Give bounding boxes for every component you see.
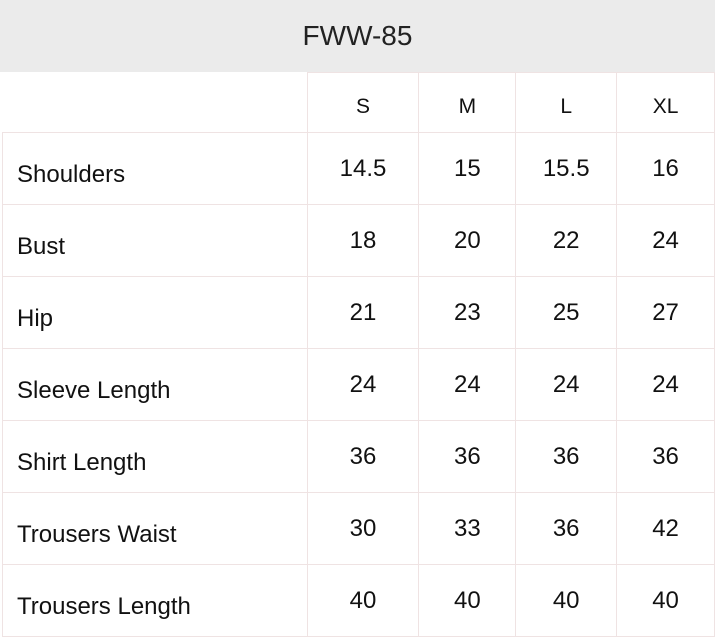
header-row: S M L XL: [2, 72, 715, 133]
measurement-value: 15: [418, 132, 517, 205]
measurement-value: 16: [616, 132, 715, 205]
measurement-value: 23: [418, 276, 517, 349]
measurement-value: 21: [306, 276, 420, 349]
measurement-label: Shirt Length: [2, 420, 308, 493]
size-header: L: [515, 72, 618, 133]
measurement-value: 24: [515, 348, 618, 421]
measurement-value: 25: [515, 276, 618, 349]
size-header: M: [418, 72, 517, 133]
table-row: Trousers Length 40 40 40 40: [2, 564, 715, 637]
corner-cell: [2, 72, 308, 133]
measurement-value: 14.5: [306, 132, 420, 205]
measurement-value: 36: [418, 420, 517, 493]
measurement-value: 42: [616, 492, 715, 565]
measurement-label: Sleeve Length: [2, 348, 308, 421]
measurement-value: 22: [515, 204, 618, 277]
measurement-value: 40: [616, 564, 715, 637]
measurement-label: Hip: [2, 276, 308, 349]
measurement-value: 40: [418, 564, 517, 637]
table-row: Trousers Waist 30 33 36 42: [2, 492, 715, 565]
measurement-value: 15.5: [515, 132, 618, 205]
measurement-value: 24: [306, 348, 420, 421]
table-row: Bust 18 20 22 24: [2, 204, 715, 277]
table-row: Hip 21 23 25 27: [2, 276, 715, 349]
measurement-value: 36: [515, 492, 618, 565]
measurement-label: Trousers Waist: [2, 492, 308, 565]
measurement-label: Trousers Length: [2, 564, 308, 637]
measurement-value: 40: [515, 564, 618, 637]
size-header: XL: [616, 72, 715, 133]
measurement-value: 24: [616, 204, 715, 277]
measurement-value: 24: [616, 348, 715, 421]
measurement-label: Bust: [2, 204, 308, 277]
measurement-label: Shoulders: [2, 132, 308, 205]
size-chart-table: S M L XL Shoulders 14.5 15 15.5 16 Bust 18 20 22…: [2, 72, 715, 637]
measurement-value: 36: [515, 420, 618, 493]
table-row: Shoulders 14.5 15 15.5 16: [2, 132, 715, 205]
measurement-value: 36: [616, 420, 715, 493]
measurement-value: 24: [418, 348, 517, 421]
measurement-value: 18: [306, 204, 420, 277]
measurement-value: 30: [306, 492, 420, 565]
measurement-value: 33: [418, 492, 517, 565]
table-row: Shirt Length 36 36 36 36: [2, 420, 715, 493]
measurement-value: 40: [306, 564, 420, 637]
measurement-value: 27: [616, 276, 715, 349]
chart-title: FWW-85: [0, 0, 715, 72]
size-header: S: [306, 72, 420, 133]
measurement-value: 36: [306, 420, 420, 493]
table-row: Sleeve Length 24 24 24 24: [2, 348, 715, 421]
measurement-value: 20: [418, 204, 517, 277]
